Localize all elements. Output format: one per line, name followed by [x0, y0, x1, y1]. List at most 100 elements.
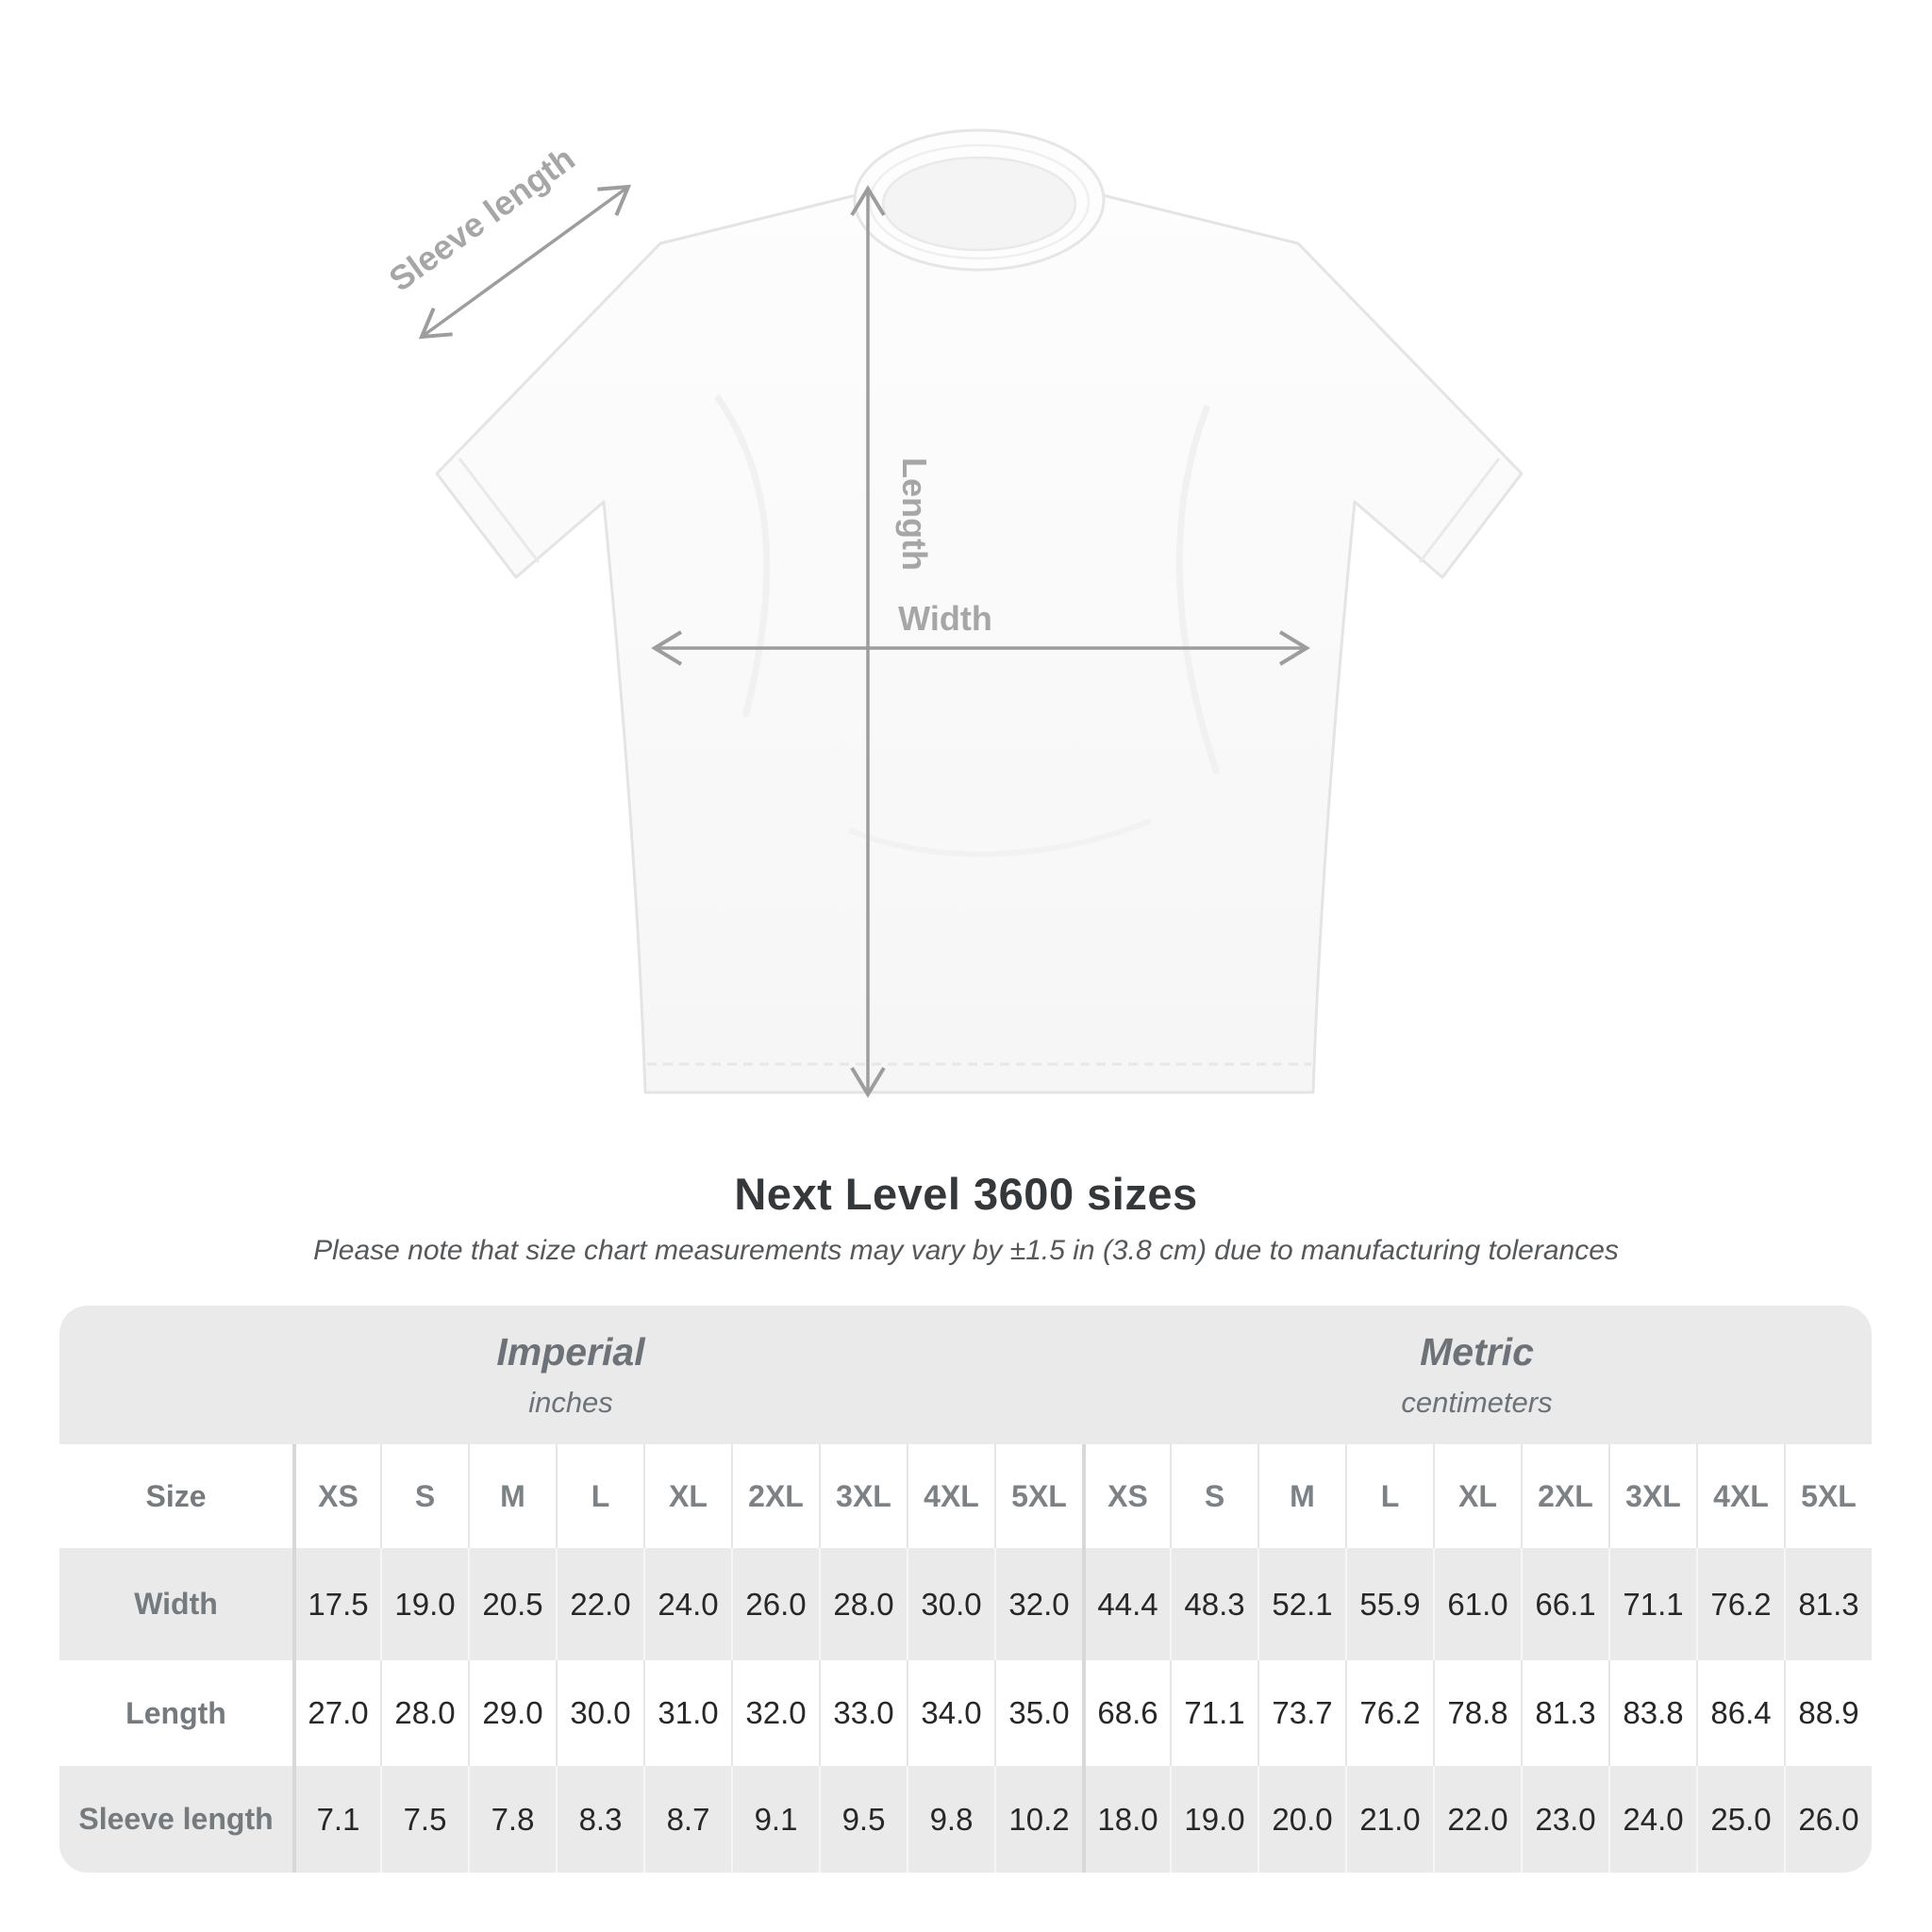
measurement-cell-imperial-4xl: 34.0: [907, 1660, 994, 1766]
measurement-cell-imperial-2xl: 26.0: [731, 1548, 819, 1660]
right-sleeve-stitch: [1418, 458, 1501, 563]
measurement-cell-metric-m: 73.7: [1257, 1660, 1345, 1766]
tshirt-measurement-diagram: Length Width Sleeve length: [382, 128, 1524, 1098]
measurement-cell-imperial-xs: 27.0: [292, 1660, 380, 1766]
measurement-cell-imperial-m: 29.0: [468, 1660, 556, 1766]
size-column-header-imperial-xl: XL: [643, 1444, 731, 1548]
crease-line: [714, 393, 771, 718]
measurement-cell-imperial-5xl: 10.2: [994, 1766, 1082, 1873]
measurement-cell-metric-5xl: 81.3: [1784, 1548, 1872, 1660]
measurement-cell-imperial-m: 7.8: [468, 1766, 556, 1873]
crease-line: [847, 818, 1153, 858]
size-column-header-imperial-5xl: 5XL: [994, 1444, 1082, 1548]
row-label-width: Width: [59, 1548, 292, 1660]
row-label-length: Length: [59, 1660, 292, 1766]
measurement-cell-imperial-s: 28.0: [380, 1660, 468, 1766]
measurement-cell-metric-2xl: 66.1: [1521, 1548, 1608, 1660]
size-table: Imperial inches Metric centimeters Size X…: [59, 1306, 1872, 1873]
title-block: Next Level 3600 sizes Please note that s…: [0, 1168, 1932, 1267]
metric-section-header: Metric centimeters: [1082, 1306, 1872, 1444]
page-title: Next Level 3600 sizes: [734, 1169, 1198, 1219]
measurement-cell-metric-2xl: 23.0: [1521, 1766, 1608, 1873]
size-column-header-imperial-s: S: [380, 1444, 468, 1548]
measurement-cell-metric-3xl: 71.1: [1608, 1548, 1696, 1660]
imperial-section-header: Imperial inches: [59, 1306, 1082, 1444]
size-column-header-imperial-xs: XS: [292, 1444, 380, 1548]
imperial-unit-label: inches: [528, 1386, 613, 1419]
measurement-cell-metric-s: 48.3: [1170, 1548, 1257, 1660]
collar-opening: [881, 156, 1077, 252]
measurement-cell-metric-3xl: 83.8: [1608, 1660, 1696, 1766]
measurement-cell-imperial-2xl: 32.0: [731, 1660, 819, 1766]
size-column-header-metric-5xl: 5XL: [1784, 1444, 1872, 1548]
tolerance-note: Please note that size chart measurements…: [313, 1235, 1619, 1266]
measurement-cell-metric-4xl: 86.4: [1696, 1660, 1784, 1766]
measurement-cell-imperial-2xl: 9.1: [731, 1766, 819, 1873]
size-column-header-metric-xl: XL: [1433, 1444, 1521, 1548]
size-column-header-metric-3xl: 3XL: [1608, 1444, 1696, 1548]
measurement-cell-imperial-s: 19.0: [380, 1548, 468, 1660]
measurement-cell-metric-5xl: 26.0: [1784, 1766, 1872, 1873]
measurement-cell-imperial-l: 30.0: [556, 1660, 643, 1766]
imperial-label: Imperial: [496, 1330, 645, 1374]
measurement-cell-imperial-s: 7.5: [380, 1766, 468, 1873]
size-column-header-metric-s: S: [1170, 1444, 1257, 1548]
measurement-cell-metric-l: 21.0: [1345, 1766, 1433, 1873]
measurement-cell-metric-4xl: 76.2: [1696, 1548, 1784, 1660]
size-column-header-metric-2xl: 2XL: [1521, 1444, 1608, 1548]
measurement-cell-imperial-xl: 31.0: [643, 1660, 731, 1766]
measurement-cell-imperial-l: 22.0: [556, 1548, 643, 1660]
measurement-cell-imperial-xs: 17.5: [292, 1548, 380, 1660]
size-column-header-imperial-l: L: [556, 1444, 643, 1548]
measurement-cell-metric-xl: 78.8: [1433, 1660, 1521, 1766]
measurement-cell-metric-3xl: 24.0: [1608, 1766, 1696, 1873]
size-column-header-metric-4xl: 4XL: [1696, 1444, 1784, 1548]
size-column-header-imperial-4xl: 4XL: [907, 1444, 994, 1548]
row-label-sleeve-length: Sleeve length: [59, 1766, 292, 1873]
measurement-cell-imperial-xl: 24.0: [643, 1548, 731, 1660]
size-column-header-metric-m: M: [1257, 1444, 1345, 1548]
measurement-cell-imperial-3xl: 9.5: [819, 1766, 907, 1873]
measurement-cell-metric-l: 76.2: [1345, 1660, 1433, 1766]
measurement-cell-metric-4xl: 25.0: [1696, 1766, 1784, 1873]
measurement-cell-imperial-3xl: 28.0: [819, 1548, 907, 1660]
measurement-cell-imperial-5xl: 32.0: [994, 1548, 1082, 1660]
measurement-cell-metric-l: 55.9: [1345, 1548, 1433, 1660]
measurement-cell-metric-s: 19.0: [1170, 1766, 1257, 1873]
measurement-cell-imperial-l: 8.3: [556, 1766, 643, 1873]
size-column-header-imperial-3xl: 3XL: [819, 1444, 907, 1548]
size-table-grid: Imperial inches Metric centimeters Size X…: [59, 1306, 1872, 1873]
measurement-cell-metric-xl: 61.0: [1433, 1548, 1521, 1660]
unit-system-header-band: Imperial inches Metric centimeters: [59, 1306, 1872, 1444]
crease-line: [1175, 404, 1221, 775]
length-arrow-label: Length: [895, 458, 934, 571]
size-column-header-metric-l: L: [1345, 1444, 1433, 1548]
measurement-cell-metric-xl: 22.0: [1433, 1766, 1521, 1873]
measurement-cell-metric-2xl: 81.3: [1521, 1660, 1608, 1766]
measurement-cell-metric-xs: 44.4: [1082, 1548, 1170, 1660]
left-sleeve-stitch: [458, 458, 541, 563]
sleeve-length-arrow-label: Sleeve length: [382, 139, 582, 299]
measurement-cell-metric-m: 52.1: [1257, 1548, 1345, 1660]
measurement-cell-imperial-5xl: 35.0: [994, 1660, 1082, 1766]
measurement-cell-metric-xs: 18.0: [1082, 1766, 1170, 1873]
measurement-cell-imperial-xl: 8.7: [643, 1766, 731, 1873]
measurement-cell-metric-s: 71.1: [1170, 1660, 1257, 1766]
metric-label: Metric: [1420, 1330, 1534, 1374]
sleeve-length-arrow: [418, 184, 632, 340]
measurement-cell-metric-m: 20.0: [1257, 1766, 1345, 1873]
measurement-cell-imperial-4xl: 30.0: [907, 1548, 994, 1660]
measurement-cell-imperial-3xl: 33.0: [819, 1660, 907, 1766]
width-arrow-label: Width: [898, 599, 992, 638]
tshirt-body: [435, 192, 1524, 1094]
measurement-cell-metric-5xl: 88.9: [1784, 1660, 1872, 1766]
measurement-cell-imperial-4xl: 9.8: [907, 1766, 994, 1873]
metric-unit-label: centimeters: [1401, 1386, 1553, 1419]
tshirt-graphic: Length Width Sleeve length: [382, 128, 1524, 1098]
size-column-header-imperial-2xl: 2XL: [731, 1444, 819, 1548]
measurement-cell-metric-xs: 68.6: [1082, 1660, 1170, 1766]
size-column-header-metric-xs: XS: [1082, 1444, 1170, 1548]
measurement-cell-imperial-m: 20.5: [468, 1548, 556, 1660]
measurement-cell-imperial-xs: 7.1: [292, 1766, 380, 1873]
